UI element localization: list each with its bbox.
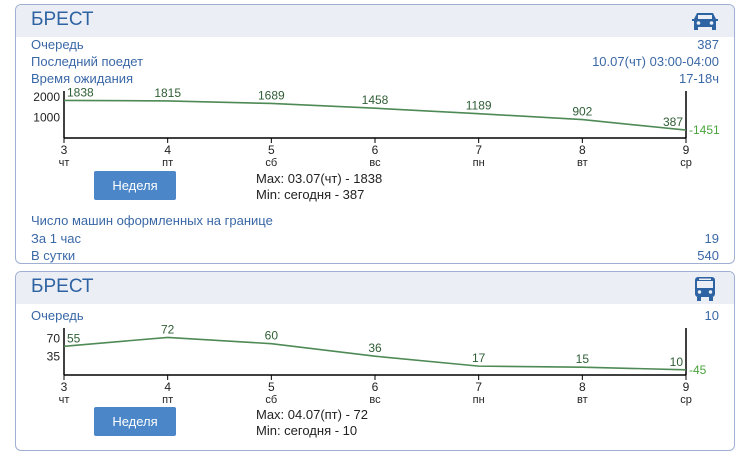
data-label: 10 xyxy=(670,355,684,369)
queue-label: Очередь xyxy=(31,37,84,52)
x-tick-label: 5 xyxy=(268,143,275,157)
x-tick-label: 8 xyxy=(579,143,586,157)
per-day-value: 540 xyxy=(697,248,719,263)
car-queue-card: БРЕСТ Очередь 387 Последний поедет 10.07… xyxy=(15,4,735,264)
weekday-label: чт xyxy=(59,394,70,406)
data-label: 387 xyxy=(663,115,683,129)
card-header: БРЕСТ xyxy=(16,272,734,304)
data-label: 72 xyxy=(161,322,175,336)
x-tick-label: 4 xyxy=(164,143,171,157)
bus-queue-chart: 70 35 55 3чт 72 4пт 60 5сб 36 6вс 17 7пн 15 8вт 10 9ср -… xyxy=(47,322,707,406)
x-tick-label: 7 xyxy=(475,380,482,394)
data-label: 1815 xyxy=(154,86,181,100)
min-stat: Min: сегодня - 10 xyxy=(256,423,358,438)
x-tick-label: 8 xyxy=(579,380,586,394)
week-button[interactable]: Неделя xyxy=(94,407,176,436)
x-tick-label: 7 xyxy=(475,143,482,157)
weekday-label: ср xyxy=(680,157,692,169)
queue-value: 10 xyxy=(704,308,719,323)
queue-value: 387 xyxy=(697,37,719,52)
min-stat: Min: сегодня - 387 xyxy=(256,187,365,202)
weekday-label: вт xyxy=(577,394,588,406)
data-label: 15 xyxy=(576,352,590,366)
queue-label: Очередь xyxy=(31,308,84,323)
per-hour-value: 19 xyxy=(704,231,719,246)
car-queue-chart: 2000 1000 1838 3чт 1815 4пт 1689 5сб 1458 6вс 1189… xyxy=(33,85,720,169)
x-tick-label: 3 xyxy=(61,380,68,394)
data-label: 17 xyxy=(472,351,486,365)
data-label: 55 xyxy=(67,331,81,345)
wait-time-value: 17-18ч xyxy=(678,71,719,86)
data-label: 1689 xyxy=(258,88,285,102)
weekday-label: ср xyxy=(680,394,692,406)
data-label: 1189 xyxy=(466,99,492,113)
x-tick-label: 9 xyxy=(683,143,690,157)
weekday-label: вс xyxy=(369,157,381,169)
data-label: 1838 xyxy=(67,85,94,99)
weekday-label: пт xyxy=(162,394,173,406)
weekday-label: сб xyxy=(265,394,277,406)
x-tick-label: 9 xyxy=(683,380,690,394)
x-tick-label: 6 xyxy=(372,380,379,394)
weekday-label: пн xyxy=(473,394,485,406)
y-tick-label: 2000 xyxy=(33,90,60,104)
x-tick-label: 4 xyxy=(164,380,171,394)
weekday-label: вт xyxy=(577,157,588,169)
car-icon[interactable] xyxy=(691,10,719,32)
weekday-label: пт xyxy=(162,157,173,169)
card-title: БРЕСТ xyxy=(31,276,94,297)
y-tick-label: 35 xyxy=(47,350,61,364)
x-tick-label: 5 xyxy=(268,380,275,394)
per-day-label: В сутки xyxy=(31,248,76,263)
delta-label: -45 xyxy=(689,363,707,377)
queue-line xyxy=(63,336,687,371)
x-tick-label: 3 xyxy=(61,143,68,157)
bus-queue-card: БРЕСТ Очередь 10 70 35 55 3 чт 72 4 пт 60 5 сб 36 6 в… xyxy=(15,271,735,451)
y-tick-label: 70 xyxy=(47,331,61,345)
data-label: 902 xyxy=(572,105,592,119)
weekday-label: вс xyxy=(369,394,381,406)
max-stat: Max: 03.07(чт) - 1838 xyxy=(256,171,383,186)
data-label: 60 xyxy=(265,329,279,343)
per-hour-label: За 1 час xyxy=(31,231,82,246)
weekday-label: пн xyxy=(473,157,485,169)
max-stat: Max: 04.07(пт) - 72 xyxy=(256,407,368,422)
weekday-label: сб xyxy=(265,157,277,169)
wait-time-label: Время ожидания xyxy=(31,71,134,86)
y-tick-label: 1000 xyxy=(33,111,60,125)
data-label: 36 xyxy=(368,341,382,355)
queue-line xyxy=(63,99,687,131)
processed-heading: Число машин оформленных на границе xyxy=(31,213,273,228)
weekday-label: чт xyxy=(59,157,70,169)
week-button[interactable]: Неделя xyxy=(94,171,176,200)
bus-icon[interactable] xyxy=(693,276,717,302)
x-tick-label: 6 xyxy=(372,143,379,157)
card-title: БРЕСТ xyxy=(31,9,94,30)
last-departure-label: Последний поедет xyxy=(31,54,144,69)
card-header: БРЕСТ xyxy=(16,5,734,37)
delta-label: -1451 xyxy=(689,123,720,137)
data-label: 1458 xyxy=(362,93,389,107)
last-departure-value: 10.07(чт) 03:00-04:00 xyxy=(592,54,719,69)
